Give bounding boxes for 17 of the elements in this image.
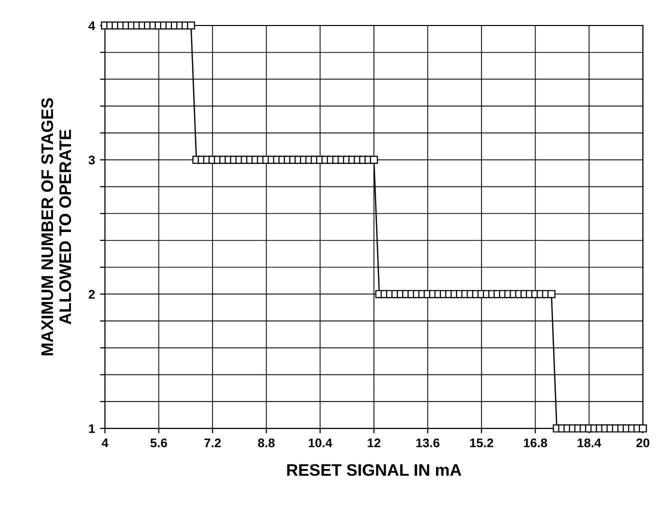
x-tick-label: 13.6 <box>416 438 440 448</box>
y-tick-label: 4 <box>88 21 96 30</box>
x-tick-label: 18.4 <box>578 438 602 448</box>
x-tick-label: 4 <box>102 438 108 448</box>
x-axis-title: RESET SIGNAL IN mA <box>287 464 462 476</box>
x-tick-label: 15.2 <box>470 438 494 448</box>
x-tick-label: 12 <box>368 438 380 448</box>
y-tick-label: 3 <box>88 156 95 164</box>
x-tick-label: 5.6 <box>150 438 167 448</box>
x-tick-label: 8.8 <box>258 438 275 448</box>
x-tick-label: 16.8 <box>524 438 548 448</box>
x-tick-label: 10.4 <box>308 438 332 448</box>
y-tick-label: 2 <box>88 290 95 299</box>
y-axis-title: MAXIMUM NUMBER OF STAGES ALLOWED TO OPERATE <box>41 98 72 356</box>
y-tick-label: 1 <box>89 424 95 433</box>
x-tick-label: 7.2 <box>204 438 221 448</box>
x-tick-label: 20 <box>636 438 650 448</box>
